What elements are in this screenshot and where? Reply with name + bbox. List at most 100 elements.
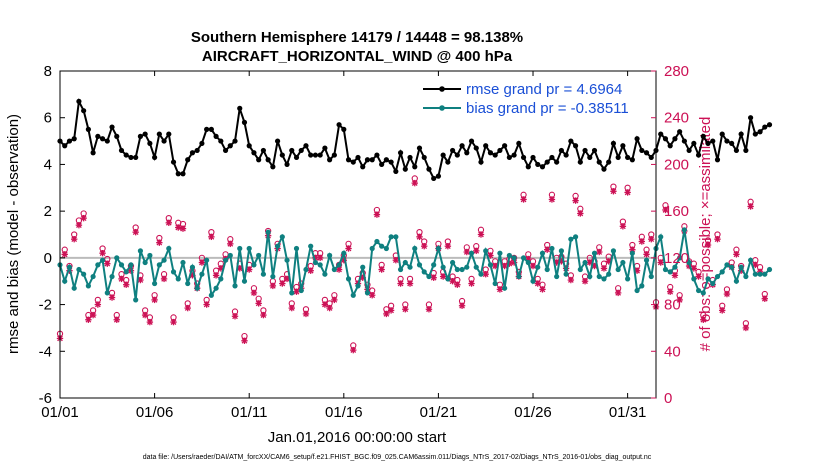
obs-assimilated-marker (151, 296, 158, 304)
obs-assimilated-marker (719, 307, 726, 314)
rmse-point (738, 131, 744, 137)
obs-assimilated-marker (402, 306, 409, 313)
obs-assimilated-marker (321, 301, 329, 308)
bias-point (62, 278, 68, 284)
bias-point (312, 259, 319, 266)
obs-assimilated-marker (406, 280, 414, 287)
obs-assimilated-marker (439, 273, 447, 280)
bias-point (468, 250, 475, 256)
rmse-point (752, 131, 758, 137)
obs-assimilated-marker (496, 286, 504, 293)
rmse-point (104, 138, 110, 144)
obs-assimilated-marker (643, 251, 650, 258)
bias-point (677, 255, 683, 261)
obs-assimilated-marker (700, 316, 707, 323)
rmse-point (222, 147, 229, 154)
obs-assimilated-marker (548, 196, 556, 203)
bias-point (374, 238, 380, 245)
rmse-point (374, 152, 380, 158)
bias-point (199, 271, 205, 277)
rmse-point (610, 140, 617, 147)
y-axis-left: -6 -4 -2 0 2 4 6 8 (39, 63, 65, 407)
obs-assimilated-marker (482, 271, 489, 278)
obs-assimilated-marker (392, 256, 400, 264)
bias-point (104, 290, 110, 296)
bias-point (237, 245, 243, 252)
bias-point (752, 271, 758, 277)
bias-point (648, 273, 654, 280)
bias-point (497, 250, 503, 256)
rmse-point (147, 140, 153, 147)
rmse-point (686, 147, 692, 154)
rmse-point (128, 154, 134, 161)
bias-point (520, 255, 527, 261)
rmse-point (695, 152, 702, 158)
obs-assimilated-marker (624, 189, 631, 196)
obs-assimilated-marker (184, 304, 191, 312)
rmse-point (265, 157, 271, 163)
bias-point (142, 259, 148, 266)
rmse-point (492, 152, 498, 158)
obs-assimilated-marker (227, 240, 234, 248)
bias-point (95, 262, 101, 268)
obs-assimilated-marker (85, 316, 92, 323)
bias-point (208, 292, 214, 298)
rmse-point (700, 133, 706, 139)
bias-point (284, 257, 290, 263)
bias-point (222, 257, 229, 263)
rmse-point (180, 171, 186, 177)
rmse-point (743, 147, 749, 154)
rmse-point (587, 154, 593, 161)
rmse-point (729, 140, 735, 147)
rmse-point (331, 152, 337, 158)
obs-assimilated-marker (577, 210, 584, 217)
y-tick-label-left: 8 (44, 63, 52, 80)
bias-point (667, 269, 673, 275)
rmse-point (237, 105, 243, 111)
rmse-point (393, 168, 399, 175)
bias-point (729, 264, 735, 270)
bias-point (76, 266, 82, 273)
rmse-point (175, 171, 181, 177)
bias-point (478, 271, 484, 277)
rmse-point (757, 129, 763, 135)
rmse-point (643, 150, 650, 156)
x-tick-label: 01/21 (420, 404, 458, 421)
obs-assimilated-marker (212, 272, 220, 279)
obs-assimilated-marker (326, 304, 333, 312)
legend-marker (439, 86, 445, 92)
rmse-point (667, 143, 673, 149)
rmse-point (85, 126, 91, 132)
rmse-point (677, 129, 683, 135)
rmse-point (161, 138, 167, 144)
rmse-point (568, 138, 574, 144)
obs-assimilated-marker (463, 248, 470, 256)
rmse-point (662, 136, 669, 142)
obs-assimilated-marker (477, 231, 485, 238)
bias-point (705, 276, 711, 282)
bias-point (525, 259, 531, 266)
obs-assimilated-marker (331, 296, 338, 304)
rmse-point (246, 143, 252, 149)
rmse-point (90, 150, 96, 156)
obs-assimilated-marker (704, 241, 712, 249)
obs-assimilated-marker (246, 266, 253, 273)
bias-point (582, 259, 588, 266)
obs-assimilated-marker (118, 275, 125, 283)
bias-point (421, 269, 427, 275)
rmse-point (156, 131, 162, 137)
bias-point (114, 255, 120, 261)
obs-assimilated-marker (113, 316, 120, 323)
bias-point (435, 245, 442, 252)
bias-point (369, 245, 375, 252)
rmse-point (629, 157, 635, 163)
rmse-point (232, 138, 238, 144)
rmse-point (95, 133, 101, 139)
bias-point (454, 266, 460, 273)
rmse-point (672, 136, 678, 142)
rmse-point (123, 152, 129, 158)
bias-point (350, 292, 356, 298)
bias-point (615, 266, 621, 273)
y-tick-label-left: -2 (39, 297, 52, 314)
rmse-point (435, 173, 442, 179)
